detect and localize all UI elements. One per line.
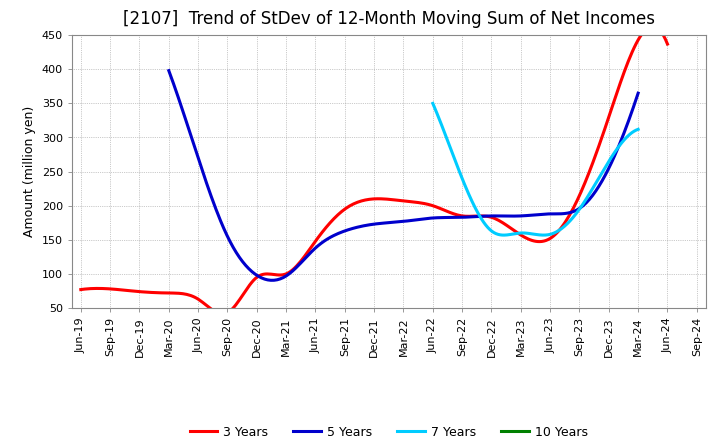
- 5 Years: [591, 188, 600, 194]
- 5 Years: [562, 211, 570, 216]
- 3 Years: [610, 97, 618, 103]
- 3 Years: [647, 24, 656, 29]
- 3 Years: [438, 206, 446, 212]
- Line: 3 Years: 3 Years: [81, 26, 667, 314]
- 5 Years: [634, 91, 642, 96]
- 7 Years: [429, 103, 438, 108]
- 7 Years: [499, 232, 508, 238]
- Title: [2107]  Trend of StDev of 12-Month Moving Sum of Net Incomes: [2107] Trend of StDev of 12-Month Moving…: [123, 10, 654, 28]
- 5 Years: [444, 215, 453, 220]
- 5 Years: [166, 72, 175, 77]
- 7 Years: [428, 101, 437, 106]
- 5 Years: [268, 278, 276, 283]
- Line: 7 Years: 7 Years: [433, 103, 638, 235]
- 3 Years: [663, 41, 672, 47]
- Legend: 3 Years, 5 Years, 7 Years, 10 Years: 3 Years, 5 Years, 7 Years, 10 Years: [184, 421, 593, 440]
- Line: 5 Years: 5 Years: [168, 71, 638, 280]
- 7 Years: [552, 230, 560, 235]
- 5 Years: [446, 215, 454, 220]
- 7 Years: [555, 227, 564, 233]
- 3 Years: [76, 287, 85, 292]
- 5 Years: [454, 215, 462, 220]
- 7 Years: [634, 127, 642, 132]
- 3 Years: [426, 202, 434, 208]
- 3 Years: [217, 312, 226, 317]
- 3 Years: [573, 198, 582, 203]
- 5 Years: [164, 68, 173, 73]
- 3 Years: [78, 287, 87, 292]
- Y-axis label: Amount (million yen): Amount (million yen): [23, 106, 36, 237]
- 7 Years: [551, 230, 559, 235]
- 7 Years: [616, 143, 624, 148]
- 3 Years: [428, 203, 436, 208]
- 7 Years: [602, 162, 611, 168]
